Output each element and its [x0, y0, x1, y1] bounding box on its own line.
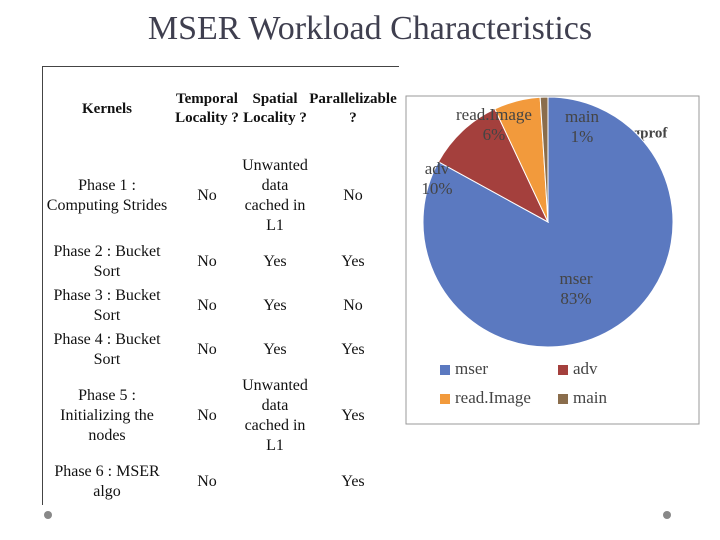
table-cell: Yes [341, 407, 365, 424]
header-cell: Kernels [82, 100, 132, 117]
bullet-dot [663, 511, 671, 519]
table-cell: Phase 5 : Initializing the nodes [60, 387, 154, 444]
table-cell: No [197, 187, 217, 204]
legend-label: adv [573, 359, 598, 378]
table-cell: Phase 4 : Bucket Sort [53, 331, 161, 368]
pie-slice [437, 108, 550, 224]
legend-label: main [573, 388, 607, 407]
table-cell: No [343, 187, 363, 204]
header-cell: Temporal Locality ? [175, 91, 239, 126]
table-cell: Yes [263, 297, 287, 314]
legend-label: mser [455, 359, 488, 378]
table-row: Phase 3 : Bucket Sort No Yes No [42, 284, 398, 328]
table-cell: Yes [341, 253, 365, 270]
table-row: Phase 1 : Computing Strides No Unwanted da… [42, 152, 398, 240]
table: Kernels Temporal Locality ? Spatial Locali… [42, 66, 398, 504]
table-cell: No [197, 473, 217, 490]
table-row: Phase 5 : Initializing the nodes No Unwant… [42, 372, 398, 460]
table-cell: Unwanted data cached in L1 [242, 377, 308, 454]
table-cell: Phase 2 : Bucket Sort [53, 243, 161, 280]
slice-label: read.Image [456, 105, 532, 124]
table-cell: No [197, 407, 217, 424]
slice-label: main [565, 107, 599, 126]
table-row: Phase 6 : MSER algo No Yes [42, 460, 398, 504]
table-row: Phase 2 : Bucket Sort No Yes Yes [42, 240, 398, 284]
header-cell: Parallelizable ? [309, 91, 397, 126]
chart-title: gprof [633, 125, 669, 141]
slice-value-label: 6% [483, 125, 506, 144]
chart-border [405, 95, 700, 425]
bullet-dot [44, 511, 52, 519]
table-row: Phase 4 : Bucket Sort No Yes Yes [42, 328, 398, 372]
header-cell: Spatial Locality ? [243, 91, 307, 126]
table-cell: No [197, 253, 217, 270]
pie-slice [539, 96, 549, 223]
slice-value-label: 1% [571, 127, 594, 146]
legend-swatch [440, 394, 450, 404]
legend-label: read.Image [455, 388, 531, 407]
table-cell: Unwanted data cached in L1 [242, 157, 308, 234]
slice-value-label: 10% [421, 179, 452, 198]
legend-swatch [440, 365, 450, 375]
table-cell: Phase 6 : MSER algo [54, 463, 160, 500]
table-cell: Yes [341, 473, 365, 490]
table-cell: Yes [263, 253, 287, 270]
table-border [42, 66, 399, 505]
table-cell: No [343, 297, 363, 314]
table-cell: No [197, 297, 217, 314]
table-cell: Phase 1 : Computing Strides [46, 177, 168, 214]
slide-title: MSER Workload Characteristics [147, 10, 593, 47]
table-cell: Yes [263, 341, 287, 358]
table-cell: No [197, 341, 217, 358]
table-cell: Phase 3 : Bucket Sort [53, 287, 161, 324]
legend-swatch [558, 394, 568, 404]
header-row: Kernels Temporal Locality ? Spatial Locali… [42, 66, 398, 152]
table-cell: Yes [341, 341, 365, 358]
slice-value-label: 83% [560, 289, 591, 308]
slice-label: adv [425, 159, 450, 178]
legend-swatch [558, 365, 568, 375]
slice-label: mser [559, 269, 592, 288]
